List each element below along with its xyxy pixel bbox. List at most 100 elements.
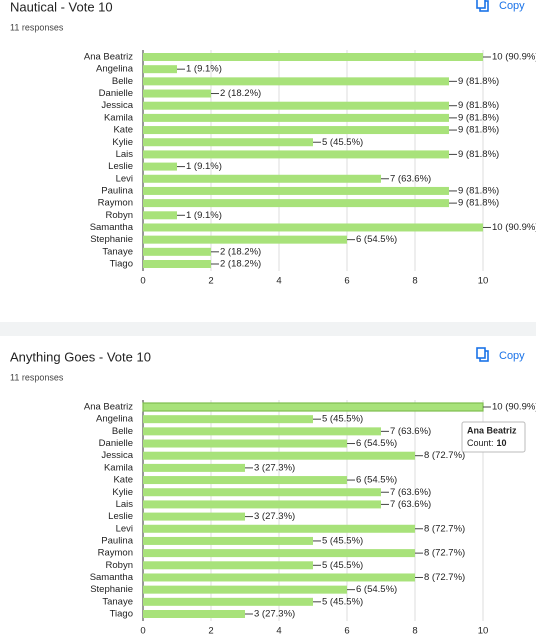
category-label: Belle <box>112 76 133 87</box>
category-label: Ana Beatriz <box>84 52 133 63</box>
value-label: 3 (27.3%) <box>254 511 295 522</box>
category-label: Leslie <box>108 511 133 522</box>
value-label: 5 (45.5%) <box>322 535 363 546</box>
category-label: Lais <box>116 499 134 510</box>
category-label: Belle <box>112 426 133 437</box>
category-label: Kamila <box>104 462 134 473</box>
category-label: Raymon <box>98 548 133 559</box>
bar <box>143 597 313 606</box>
x-tick-label: 2 <box>208 626 213 637</box>
bar <box>143 174 381 183</box>
category-label: Kate <box>113 475 133 486</box>
category-label: Angelina <box>96 414 134 425</box>
category-label: Tanaye <box>102 596 133 607</box>
bar <box>143 162 177 171</box>
category-label: Tanaye <box>102 246 133 257</box>
tooltip-box <box>461 421 526 453</box>
value-label: 9 (81.8%) <box>458 112 499 123</box>
value-label: 6 (54.5%) <box>356 438 397 449</box>
tooltip-value: 10 <box>497 438 507 448</box>
tooltip-label: Count: <box>467 438 494 448</box>
category-label: Paulina <box>101 185 133 196</box>
value-label: 9 (81.8%) <box>458 198 499 209</box>
category-label: Samantha <box>90 222 134 233</box>
bar <box>143 247 211 256</box>
value-label: 10 (90.9%) <box>492 222 536 233</box>
value-label: 9 (81.8%) <box>458 125 499 136</box>
bar <box>143 500 381 509</box>
bar <box>143 53 483 61</box>
bar <box>143 463 245 472</box>
copy-button[interactable]: Copy <box>476 347 525 362</box>
value-label: 2 (18.2%) <box>220 88 261 99</box>
category-label: Angelina <box>96 64 134 75</box>
tooltip-line: Count: 10 <box>467 438 507 448</box>
x-tick-label: 10 <box>478 276 489 287</box>
bar <box>143 150 449 159</box>
bar <box>142 402 484 412</box>
bar <box>143 536 313 545</box>
value-label: 8 (72.7%) <box>424 523 465 534</box>
chart-title: Anything Goes - Vote 10 <box>10 349 151 364</box>
x-tick-label: 0 <box>140 626 145 637</box>
bar <box>143 415 313 424</box>
value-label: 5 (45.5%) <box>322 137 363 148</box>
value-label: 5 (45.5%) <box>322 414 363 425</box>
bar <box>143 561 313 570</box>
category-label: Stephanie <box>90 234 133 245</box>
tooltip: Ana Beatriz Count: 10 <box>461 421 526 453</box>
value-label: 6 (54.5%) <box>356 584 397 595</box>
x-tick-label: 4 <box>276 626 281 637</box>
value-label: 1 (9.1%) <box>186 64 222 75</box>
bar <box>143 585 347 594</box>
category-label: Jessica <box>101 450 133 461</box>
x-tick-label: 8 <box>412 626 417 637</box>
bar <box>143 610 245 618</box>
value-label: 9 (81.8%) <box>458 185 499 196</box>
bar <box>143 65 177 74</box>
value-label: 7 (63.6%) <box>390 499 431 510</box>
value-label: 10 (90.9%) <box>492 52 536 63</box>
response-count: 11 responses <box>10 372 64 382</box>
copy-icon <box>476 347 486 359</box>
tooltip-title: Ana Beatriz <box>467 425 517 435</box>
category-label: Samantha <box>90 572 134 583</box>
value-label: 8 (72.7%) <box>424 572 465 583</box>
value-label: 7 (63.6%) <box>390 487 431 498</box>
category-label: Kylie <box>112 137 133 148</box>
bar <box>143 211 177 220</box>
bar <box>143 101 449 110</box>
value-label: 9 (81.8%) <box>458 76 499 87</box>
bar <box>143 199 449 208</box>
bar <box>143 549 415 558</box>
value-label: 2 (18.2%) <box>220 246 261 257</box>
bar <box>143 439 347 448</box>
x-tick-label: 2 <box>208 276 213 287</box>
response-count: 11 responses <box>10 22 64 32</box>
category-label: Stephanie <box>90 584 133 595</box>
category-label: Lais <box>116 149 134 160</box>
copy-label[interactable]: Copy <box>499 350 525 362</box>
value-label: 10 (90.9%) <box>492 402 536 413</box>
category-label: Leslie <box>108 161 133 172</box>
copy-label[interactable]: Copy <box>499 0 525 12</box>
x-tick-label: 6 <box>344 276 349 287</box>
category-label: Danielle <box>99 88 133 99</box>
value-label: 7 (63.6%) <box>390 173 431 184</box>
value-label: 1 (9.1%) <box>186 210 222 221</box>
value-label: 3 (27.3%) <box>254 462 295 473</box>
bar <box>143 488 381 497</box>
chart-title: Nautical - Vote 10 <box>10 0 113 14</box>
bar <box>143 451 415 460</box>
value-label: 6 (54.5%) <box>356 234 397 245</box>
x-tick-label: 8 <box>412 276 417 287</box>
bar <box>143 113 449 122</box>
category-label: Ana Beatriz <box>84 402 133 413</box>
value-label: 9 (81.8%) <box>458 149 499 160</box>
bar <box>143 512 245 521</box>
category-label: Kamila <box>104 112 134 123</box>
copy-button[interactable]: Copy <box>476 0 525 12</box>
category-label: Danielle <box>99 438 133 449</box>
